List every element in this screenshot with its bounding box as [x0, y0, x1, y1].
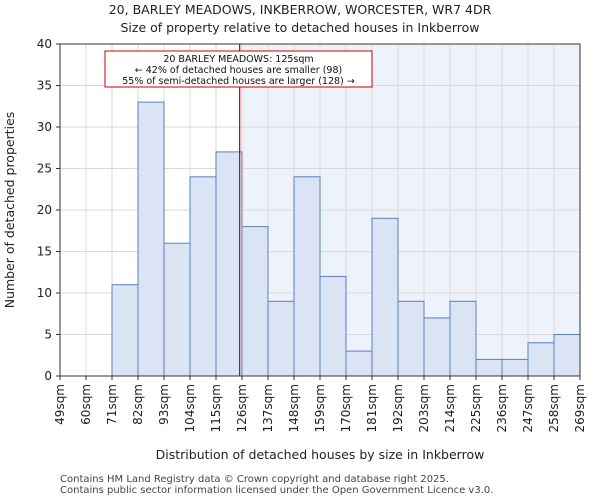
x-tick-label: 159sqm [313, 384, 327, 432]
x-tick-label: 214sqm [443, 384, 457, 432]
histogram-bar [111, 284, 139, 377]
histogram-bar [371, 217, 399, 377]
histogram-bar [345, 350, 373, 377]
footer-licence: Contains public sector information licen… [60, 485, 494, 496]
annotation-box [104, 50, 373, 88]
y-tick-label: 20 [37, 203, 52, 217]
x-tick-label: 148sqm [287, 384, 301, 432]
annotation-line: ← 42% of detached houses are smaller (98… [135, 65, 342, 76]
histogram-bar [319, 275, 347, 377]
x-tick-label: 137sqm [261, 384, 275, 432]
histogram-bar [293, 176, 321, 377]
x-tick-label: 225sqm [469, 384, 483, 432]
y-axis-label: Number of detached properties [2, 112, 17, 309]
x-tick-label: 126sqm [235, 384, 249, 432]
x-tick-label: 82sqm [131, 384, 145, 425]
histogram-bar [423, 317, 451, 377]
footer-copyright: Contains HM Land Registry data © Crown c… [60, 474, 449, 485]
x-tick-label: 71sqm [105, 384, 119, 425]
chart-title: 20, BARLEY MEADOWS, INKBERROW, WORCESTER… [108, 2, 492, 17]
y-tick-label: 35 [37, 79, 52, 93]
histogram-bar [527, 342, 555, 377]
annotation-line: 20 BARLEY MEADOWS: 125sqm [163, 54, 313, 65]
histogram-bar [215, 151, 243, 377]
y-tick-label: 25 [37, 162, 52, 176]
x-tick-label: 236sqm [495, 384, 509, 432]
x-tick-label: 181sqm [365, 384, 379, 432]
histogram-bar [267, 300, 295, 377]
histogram-bar [397, 300, 425, 377]
x-axis-label: Distribution of detached houses by size … [156, 447, 485, 462]
y-tick-label: 0 [44, 369, 52, 383]
chart-subtitle: Size of property relative to detached ho… [120, 20, 480, 35]
x-tick-label: 93sqm [157, 384, 171, 425]
histogram-bar [449, 300, 477, 377]
annotation-line: 55% of semi-detached houses are larger (… [122, 76, 355, 87]
histogram-bar [163, 242, 191, 377]
x-tick-label: 247sqm [521, 384, 535, 432]
x-tick-label: 269sqm [573, 384, 587, 432]
y-tick-label: 40 [37, 37, 52, 51]
histogram-bar [189, 176, 217, 377]
x-tick-label: 192sqm [391, 384, 405, 432]
x-tick-label: 258sqm [547, 384, 561, 432]
y-tick-label: 5 [44, 328, 52, 342]
y-tick-label: 30 [37, 120, 52, 134]
y-tick-label: 10 [37, 286, 52, 300]
histogram-bar [137, 101, 165, 377]
histogram-bar [475, 358, 503, 377]
x-tick-label: 170sqm [339, 384, 353, 432]
histogram-bar [241, 226, 269, 377]
histogram-bar [553, 334, 581, 377]
x-tick-label: 49sqm [53, 384, 67, 425]
x-tick-label: 60sqm [79, 384, 93, 425]
x-tick-label: 203sqm [417, 384, 431, 432]
x-tick-label: 115sqm [209, 384, 223, 432]
histogram-bar [501, 358, 529, 377]
x-tick-label: 104sqm [183, 384, 197, 432]
y-tick-label: 15 [37, 245, 52, 259]
